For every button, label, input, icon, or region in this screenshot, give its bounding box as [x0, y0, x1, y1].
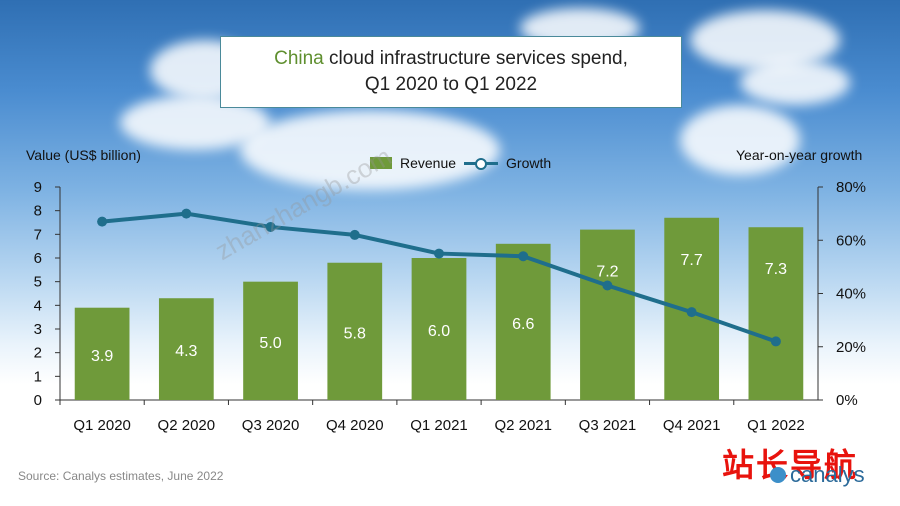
bar-revenue	[580, 229, 635, 400]
growth-point	[349, 229, 360, 240]
growth-point	[770, 336, 781, 347]
title-line1: cloud infrastructure services spend,	[323, 48, 628, 69]
x-tick-label: Q3 2020	[242, 417, 300, 434]
cloud	[740, 60, 850, 105]
y-tick-label-right: 0%	[836, 392, 858, 409]
y-tick-label-right: 40%	[836, 286, 866, 303]
brand-dot-icon	[770, 467, 786, 483]
y-tick-label-left: 3	[34, 321, 42, 338]
growth-point	[434, 248, 444, 259]
x-tick-label: Q1 2021	[410, 417, 468, 434]
bar-data-label: 6.6	[512, 316, 534, 333]
y-tick-label-left: 2	[34, 345, 42, 362]
watermark-cn: 站长导航	[722, 446, 859, 484]
x-tick-label: Q2 2021	[494, 417, 552, 434]
cloud	[680, 105, 800, 175]
bar-data-label: 4.3	[175, 343, 197, 360]
growth-point	[686, 307, 697, 318]
y-tick-label-right: 60%	[836, 232, 866, 249]
y-axis-title-right: Year-on-year growth	[736, 147, 863, 163]
x-tick-label: Q4 2021	[663, 417, 721, 434]
legend-growth-label: Growth	[506, 155, 552, 171]
growth-point	[265, 221, 276, 232]
chart-title: China cloud infrastructure services spen…	[220, 36, 682, 108]
y-axis-title-left: Value (US$ billion)	[26, 147, 141, 163]
growth-point	[97, 216, 108, 227]
bar-data-label: 6.0	[428, 323, 450, 340]
bar-data-label: 5.8	[344, 325, 366, 342]
growth-point	[602, 280, 613, 291]
x-tick-label: Q4 2020	[326, 417, 384, 434]
bar-revenue	[158, 298, 214, 400]
y-tick-label-left: 7	[34, 226, 42, 243]
legend-revenue-label: Revenue	[400, 155, 457, 171]
x-tick-label: Q3 2021	[579, 417, 637, 434]
growth-point	[181, 208, 192, 219]
bar-revenue	[243, 281, 298, 400]
bar-data-label: 7.7	[681, 252, 703, 269]
y-tick-label-left: 6	[34, 250, 42, 267]
brand-logo: canalys	[770, 462, 865, 488]
y-tick-label-right: 20%	[836, 339, 866, 356]
y-tick-label-left: 5	[34, 274, 42, 291]
y-tick-label-left: 9	[34, 179, 42, 196]
y-tick-label-right: 80%	[836, 179, 866, 196]
growth-point	[518, 251, 529, 262]
title-accent: China	[274, 48, 324, 69]
y-tick-label-left: 0	[34, 392, 42, 409]
bar-data-label: 5.0	[259, 335, 281, 352]
bar-revenue	[495, 243, 551, 400]
bar-revenue	[748, 227, 804, 400]
cloud	[690, 10, 840, 70]
title-line2: Q1 2020 to Q1 2022	[364, 74, 538, 95]
bar-revenue	[74, 307, 130, 400]
bar-data-label: 7.3	[765, 261, 787, 278]
cloud	[240, 110, 500, 190]
bar-data-label: 3.9	[91, 348, 113, 365]
bar-revenue	[327, 262, 383, 400]
bar-data-label: 7.2	[596, 264, 618, 281]
brand-name: canalys	[790, 462, 865, 487]
legend-revenue-swatch	[370, 157, 392, 169]
y-tick-label-left: 4	[34, 297, 42, 314]
source-note: Source: Canalys estimates, June 2022	[18, 469, 224, 483]
x-tick-label: Q1 2020	[73, 417, 131, 434]
y-tick-label-left: 8	[34, 203, 42, 220]
legend: Revenue Growth	[370, 155, 551, 171]
y-tick-label-left: 1	[34, 368, 42, 385]
x-tick-label: Q2 2020	[158, 417, 216, 434]
bar-revenue	[411, 258, 467, 400]
legend-growth-swatch	[464, 157, 499, 170]
x-tick-label: Q1 2022	[747, 417, 805, 434]
